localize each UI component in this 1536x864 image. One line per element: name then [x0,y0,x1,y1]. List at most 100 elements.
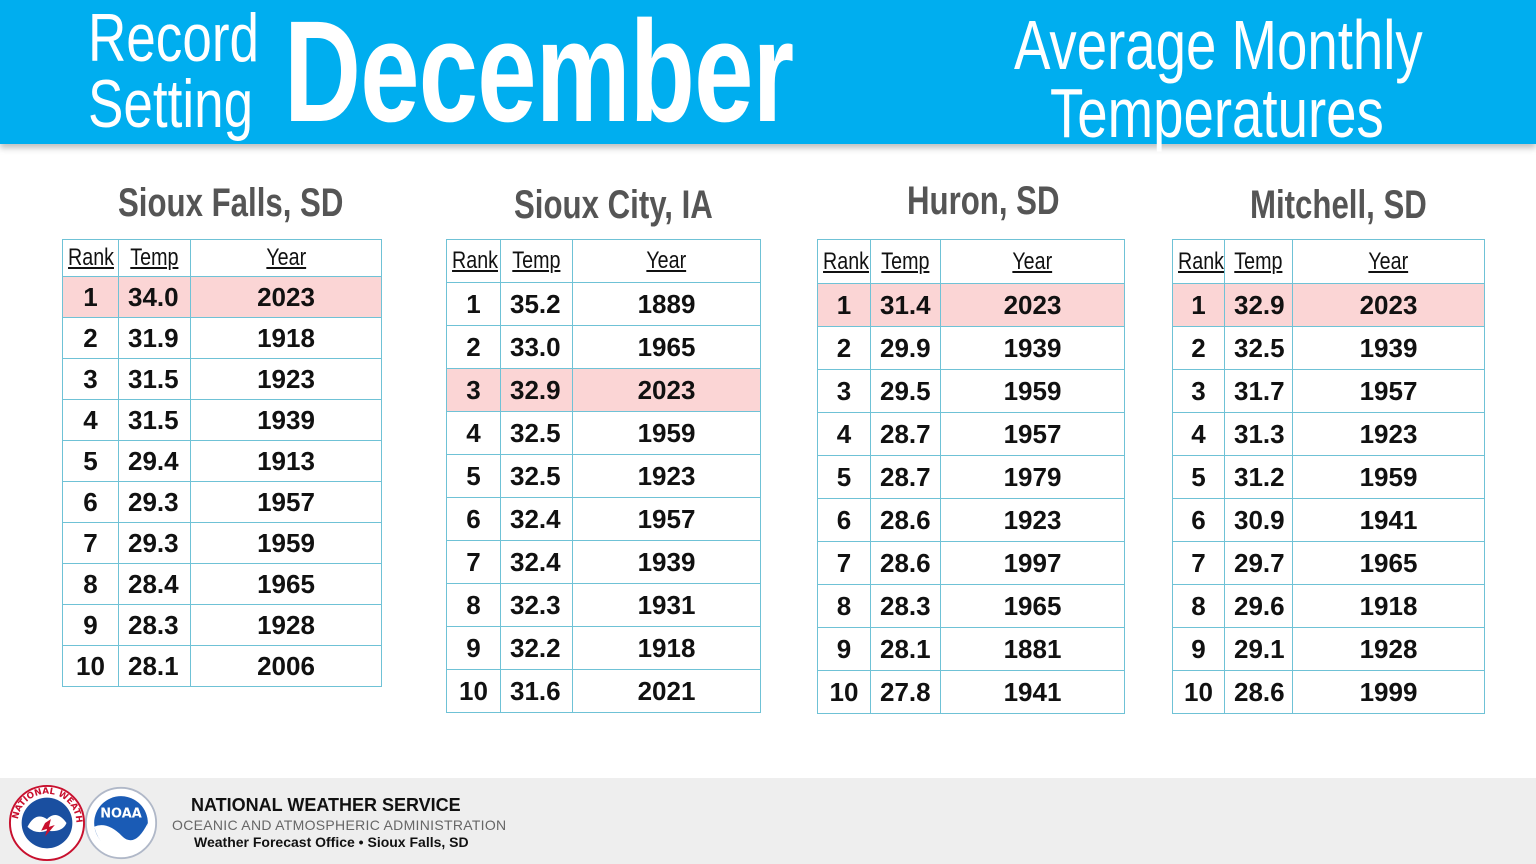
rank-header: Rank [1172,239,1225,284]
temp-header: Temp [870,239,941,284]
temp-cell: 31.3 [1224,412,1293,456]
year-cell: 1965 [190,563,382,605]
rank-cell: 6 [817,498,871,542]
rank-cell: 1 [1172,283,1225,327]
rank-cell: 7 [817,541,871,585]
year-cell: 2006 [190,645,382,687]
rank-cell: 2 [446,325,501,369]
rank-cell: 5 [446,454,501,498]
rank-cell: 4 [62,399,119,441]
temp-cell: 29.5 [870,369,941,413]
rank-table: Rank Temp Year 1 32.9 2023 2 32.5 1939 3 31.7 19… [1172,239,1485,714]
temp-cell: 32.5 [500,411,573,455]
table-row: 7 29.3 1959 [62,522,382,564]
temp-cell: 31.5 [118,358,191,400]
year-cell: 1941 [940,670,1125,714]
rank-cell: 8 [62,563,119,605]
year-cell: 1918 [190,317,382,359]
rank-cell: 3 [446,368,501,412]
year-cell: 1999 [1292,670,1485,714]
temp-cell: 29.9 [870,326,941,370]
rank-cell: 1 [62,276,119,318]
rank-cell: 4 [446,411,501,455]
temp-cell: 28.1 [118,645,191,687]
rank-cell: 3 [1172,369,1225,413]
rank-cell: 7 [446,540,501,584]
org-name: NATIONAL WEATHER SERVICE [191,795,461,815]
rank-table: Rank Temp Year 1 35.2 1889 2 33.0 1965 3 32.9 20… [446,239,761,713]
table-row: 5 29.4 1913 [62,440,382,482]
rank-cell: 9 [62,604,119,646]
table-header-row: Rank Temp Year [446,239,761,283]
year-cell: 2023 [572,368,761,412]
title-month: December [284,0,794,152]
year-cell: 1923 [572,454,761,498]
temp-cell: 28.6 [870,498,941,542]
year-header: Year [190,239,382,277]
temp-cell: 28.7 [870,455,941,499]
temp-cell: 31.6 [500,669,573,713]
year-header: Year [572,239,761,283]
table-row: 9 28.1 1881 [817,627,1125,671]
table-row: 2 29.9 1939 [817,326,1125,370]
temp-cell: 28.3 [118,604,191,646]
table-row: 9 32.2 1918 [446,626,761,670]
table-row: 1 34.0 2023 [62,276,382,318]
header-banner: Record Setting December Average Monthly … [0,0,1536,152]
table-row: 5 31.2 1959 [1172,455,1485,499]
table-header-row: Rank Temp Year [62,239,382,277]
rank-cell: 8 [446,583,501,627]
rank-cell: 5 [1172,455,1225,499]
table-row: 3 29.5 1959 [817,369,1125,413]
temp-cell: 29.3 [118,522,191,564]
rank-cell: 3 [62,358,119,400]
rank-cell: 7 [1172,541,1225,585]
table-row: 10 28.6 1999 [1172,670,1485,714]
rank-cell: 3 [817,369,871,413]
year-cell: 1957 [190,481,382,523]
table-row: 1 32.9 2023 [1172,283,1485,327]
year-cell: 1939 [940,326,1125,370]
temp-cell: 29.3 [118,481,191,523]
table-row: 4 31.5 1939 [62,399,382,441]
temp-cell: 29.1 [1224,627,1293,671]
subtitle-line2: Temperatures [1050,74,1384,152]
year-cell: 2023 [1292,283,1485,327]
year-cell: 1957 [572,497,761,541]
table-row: 4 31.3 1923 [1172,412,1485,456]
temp-cell: 32.3 [500,583,573,627]
year-cell: 1939 [1292,326,1485,370]
table-row: 7 28.6 1997 [817,541,1125,585]
subtitle-line1: Average Monthly [1014,6,1423,84]
year-cell: 2021 [572,669,761,713]
temp-cell: 30.9 [1224,498,1293,542]
org-subname: OCEANIC AND ATMOSPHERIC ADMINISTRATION [172,817,507,833]
temp-header: Temp [118,239,191,277]
table-row: 8 32.3 1931 [446,583,761,627]
table-row: 10 31.6 2021 [446,669,761,713]
table-row: 9 29.1 1928 [1172,627,1485,671]
rank-table: Rank Temp Year 1 34.0 2023 2 31.9 1918 3 31.5 19… [62,239,382,687]
year-cell: 1959 [572,411,761,455]
city-name: Mitchell, SD [1250,183,1427,227]
rank-cell: 7 [62,522,119,564]
rank-header: Rank [446,239,501,283]
title-record: Record [88,0,259,76]
year-cell: 1979 [940,455,1125,499]
rank-cell: 8 [817,584,871,628]
table-row: 3 31.7 1957 [1172,369,1485,413]
temp-cell: 28.6 [870,541,941,585]
table-row: 8 28.4 1965 [62,563,382,605]
city-name: Huron, SD [907,179,1060,223]
year-cell: 1965 [572,325,761,369]
year-cell: 1923 [190,358,382,400]
table-row: 6 29.3 1957 [62,481,382,523]
temp-cell: 31.9 [118,317,191,359]
office-name: Weather Forecast Office • Sioux Falls, S… [194,834,469,850]
table-row: 5 32.5 1923 [446,454,761,498]
city-name: Sioux City, IA [514,183,713,227]
temp-cell: 28.1 [870,627,941,671]
temp-cell: 32.5 [1224,326,1293,370]
rank-cell: 9 [446,626,501,670]
rank-cell: 8 [1172,584,1225,628]
